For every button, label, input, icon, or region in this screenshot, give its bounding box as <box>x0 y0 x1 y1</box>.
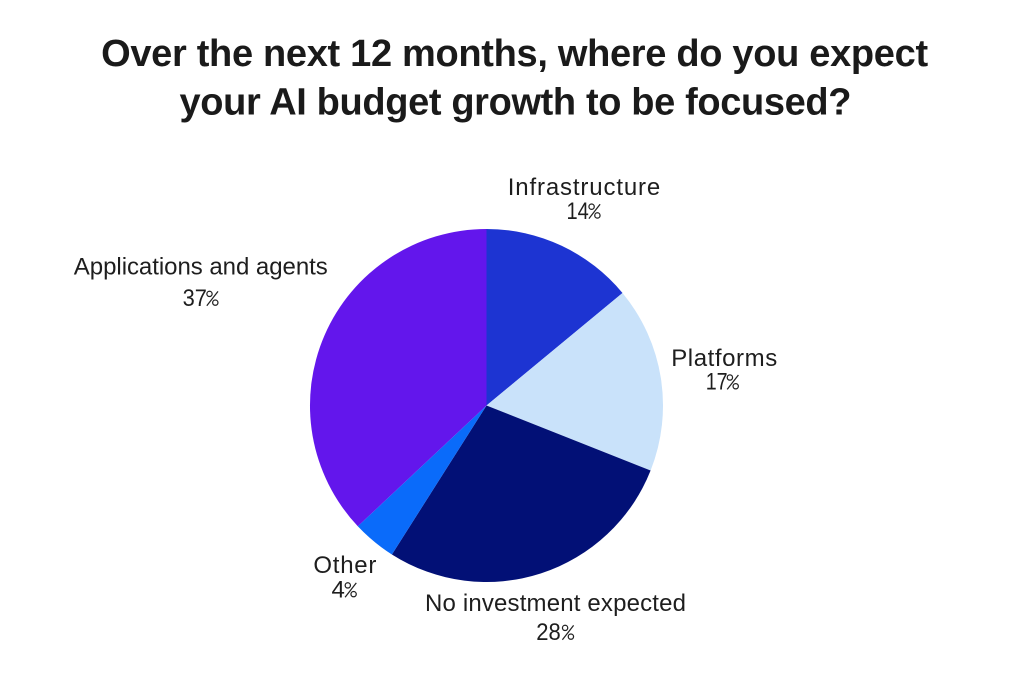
svg-text:28: 28 <box>536 619 561 646</box>
svg-text:Infrastructure: Infrastructure <box>508 174 661 201</box>
svg-text:Platforms: Platforms <box>671 345 777 372</box>
svg-text:17: 17 <box>706 369 728 396</box>
svg-text:4: 4 <box>332 577 345 604</box>
svg-text:No investment expected: No investment expected <box>425 590 686 617</box>
svg-text:37: 37 <box>183 285 207 312</box>
svg-text:Over the next 12 months, where: Over the next 12 months, where do you ex… <box>101 33 928 75</box>
svg-text:Other: Other <box>313 552 376 579</box>
svg-text:Applications and agents: Applications and agents <box>74 253 328 280</box>
svg-text:14: 14 <box>567 198 589 225</box>
svg-text:your AI budget growth to be fo: your AI budget growth to be focused? <box>180 81 852 123</box>
